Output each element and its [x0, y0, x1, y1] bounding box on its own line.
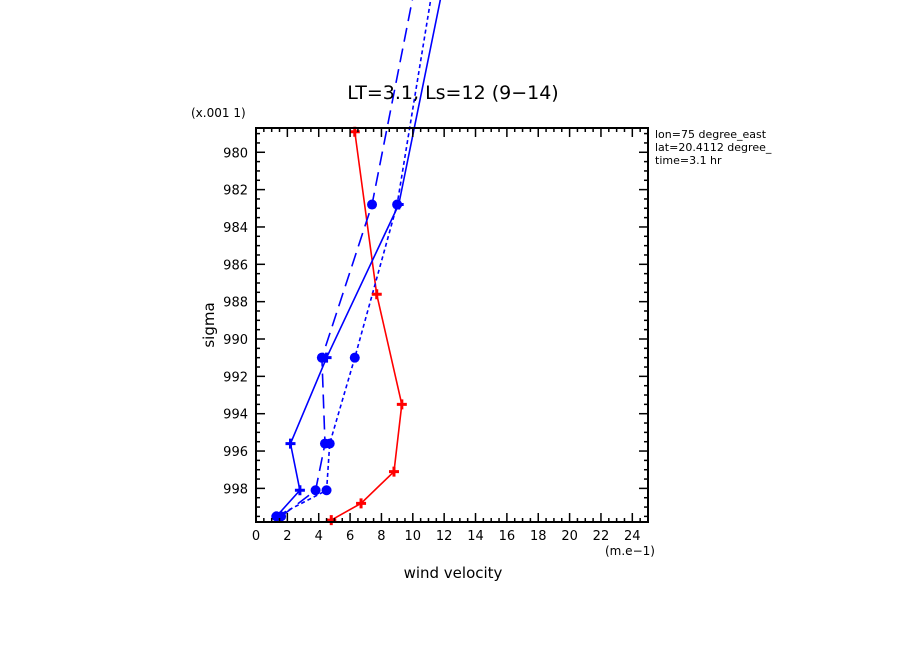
- y-axis: 980 982 984 986 988 990 992 994 996 998: [223, 132, 648, 518]
- x-tick-label: 24: [624, 529, 641, 544]
- x-axis-label: wind velocity: [404, 564, 503, 582]
- x-axis: 0 2 4 6 8 10 12 14 16 18 20 22 24: [252, 128, 649, 544]
- y-tick-label: 980: [223, 146, 248, 161]
- series-4-point: [349, 352, 360, 363]
- series-1-line: [330, 131, 403, 521]
- annotation-lat: lat=20.4112 degree_: [655, 141, 772, 154]
- x-tick-label: 14: [467, 529, 484, 544]
- y-tick-label: 984: [223, 221, 248, 236]
- y-tick-label: 990: [223, 333, 248, 348]
- series-3-line: [280, 0, 414, 518]
- series-2-point: [294, 485, 305, 496]
- series-4-point: [324, 438, 335, 449]
- series-4-point: [392, 199, 403, 210]
- series-markers: [271, 126, 407, 526]
- y-tick-label: 982: [223, 184, 248, 199]
- series-1-point: [356, 498, 367, 509]
- series-4-point: [321, 485, 332, 496]
- y-tick-label: 988: [223, 296, 248, 311]
- series-2-point: [285, 438, 296, 449]
- y-axis-label: sigma: [200, 302, 218, 347]
- x-tick-label: 4: [315, 529, 323, 544]
- x-tick-label: 20: [561, 529, 578, 544]
- x-tick-label: 16: [499, 529, 516, 544]
- annotation-time: time=3.1 hr: [655, 154, 722, 167]
- plot-frame: [255, 127, 649, 523]
- x-tick-label: 12: [436, 529, 453, 544]
- x-tick-label: 10: [405, 529, 422, 544]
- y-tick-label: 992: [223, 370, 248, 385]
- x-tick-label: 6: [346, 529, 354, 544]
- annotation-lon: lon=75 degree_east: [655, 128, 767, 141]
- x-unit-label: (m.e−1): [605, 544, 655, 558]
- series-1-point: [396, 399, 407, 410]
- x-tick-label: 0: [252, 529, 260, 544]
- series-1-point: [371, 289, 382, 300]
- y-tick-label: 998: [223, 482, 248, 497]
- y-tick-label: 994: [223, 408, 248, 423]
- y-unit-label: (x.001 1): [191, 106, 246, 120]
- x-tick-label: 2: [283, 529, 291, 544]
- series-lines: [275, 0, 442, 521]
- chart-title: LT=3.1, Ls=12 (9−14): [347, 82, 558, 104]
- x-tick-label: 8: [377, 529, 385, 544]
- y-tick-label: 996: [223, 445, 248, 460]
- series-3-point: [367, 199, 378, 210]
- series-2-line: [275, 0, 442, 517]
- x-tick-label: 18: [530, 529, 547, 544]
- x-tick-label: 22: [593, 529, 610, 544]
- series-3-point: [310, 485, 321, 496]
- y-tick-label: 986: [223, 258, 248, 273]
- series-1-point: [388, 466, 399, 477]
- series-3-point: [316, 352, 327, 363]
- series-4-line: [276, 0, 432, 518]
